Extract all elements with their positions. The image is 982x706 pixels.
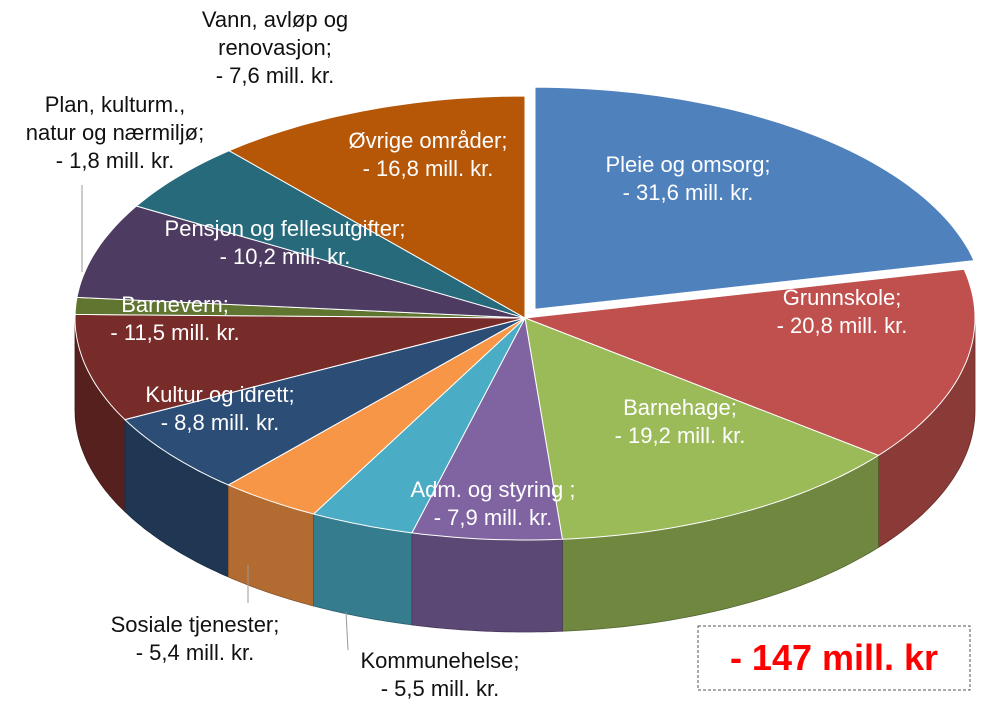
slice-value-label: - 5,5 mill. kr. [381, 676, 500, 701]
slice [227, 317, 526, 515]
category-line: natur og nærmiljø; [26, 120, 205, 145]
category-line: Øvrige områder; [349, 128, 508, 153]
category-line: Adm. og styring ; [410, 477, 575, 502]
slice-value-label: - 11,5 mill. kr. [110, 320, 239, 345]
category-line: Pleie og omsorg; [605, 152, 770, 177]
category-line: Barnevern; [121, 292, 229, 317]
slice [312, 317, 526, 534]
slice-category: Kultur og idrett; [145, 382, 294, 407]
slice-category: Barnehage; [623, 395, 737, 420]
slice-value-label: - 19,2 mill. kr. [615, 423, 746, 448]
category-line: renovasjon; [218, 35, 332, 60]
slice-value-label: - 7,6 mill. kr. [216, 63, 335, 88]
slice [135, 150, 526, 319]
slice [524, 317, 880, 540]
pie [74, 86, 976, 633]
slice [76, 205, 526, 319]
labels: Pleie og omsorg; - 31,6 mill. kr. Grunnsko… [26, 7, 908, 701]
slice [123, 317, 526, 486]
slice-category: Øvrige områder; [349, 128, 508, 153]
slice [411, 316, 563, 541]
slice-value-label: - 8,8 mill. kr. [161, 410, 280, 435]
slice-category: Sosiale tjenester; [111, 612, 280, 637]
category-line: Grunnskole; [783, 285, 902, 310]
slice-category: Barnevern; [121, 292, 229, 317]
total-label: - 147 mill. kr [730, 637, 938, 678]
slice-category: Plan, kulturm., natur og nærmiljø; [26, 92, 205, 145]
category-line: Pensjon og fellesutgifter; [165, 216, 406, 241]
category-line: Vann, avløp og [202, 7, 348, 32]
slice-category: Grunnskole; [783, 285, 902, 310]
slice-category: Kommunehelse; [361, 648, 520, 673]
slice-value-label: - 20,8 mill. kr. [777, 313, 908, 338]
slice-value-label: - 5,4 mill. kr. [136, 640, 255, 665]
total-box [697, 625, 971, 691]
category-line: Sosiale tjenester; [111, 612, 280, 637]
slice-value-label: - 10,2 mill. kr. [220, 244, 351, 269]
slice-category: Pleie og omsorg; [605, 152, 770, 177]
slice-side [411, 532, 563, 633]
slice [74, 313, 526, 421]
category-line: Barnehage; [623, 395, 737, 420]
slice [534, 86, 975, 310]
slice-category: Vann, avløp og renovasjon; [202, 7, 348, 60]
category-line: Kommunehelse; [361, 648, 520, 673]
slice-value-label: - 31,6 mill. kr. [623, 180, 754, 205]
category-line: Plan, kulturm., [45, 92, 186, 117]
leader-line [345, 611, 349, 651]
slice-value-label: - 16,8 mill. kr. [363, 156, 494, 181]
slice-value-label: - 1,8 mill. kr. [56, 148, 175, 173]
slice-value-label: - 7,9 mill. kr. [434, 505, 553, 530]
slice [227, 95, 526, 319]
slice [524, 268, 976, 456]
slice-category: Pensjon og fellesutgifter; [165, 216, 406, 241]
slice-category: Adm. og styring ; [410, 477, 575, 502]
category-line: Kultur og idrett; [145, 382, 294, 407]
